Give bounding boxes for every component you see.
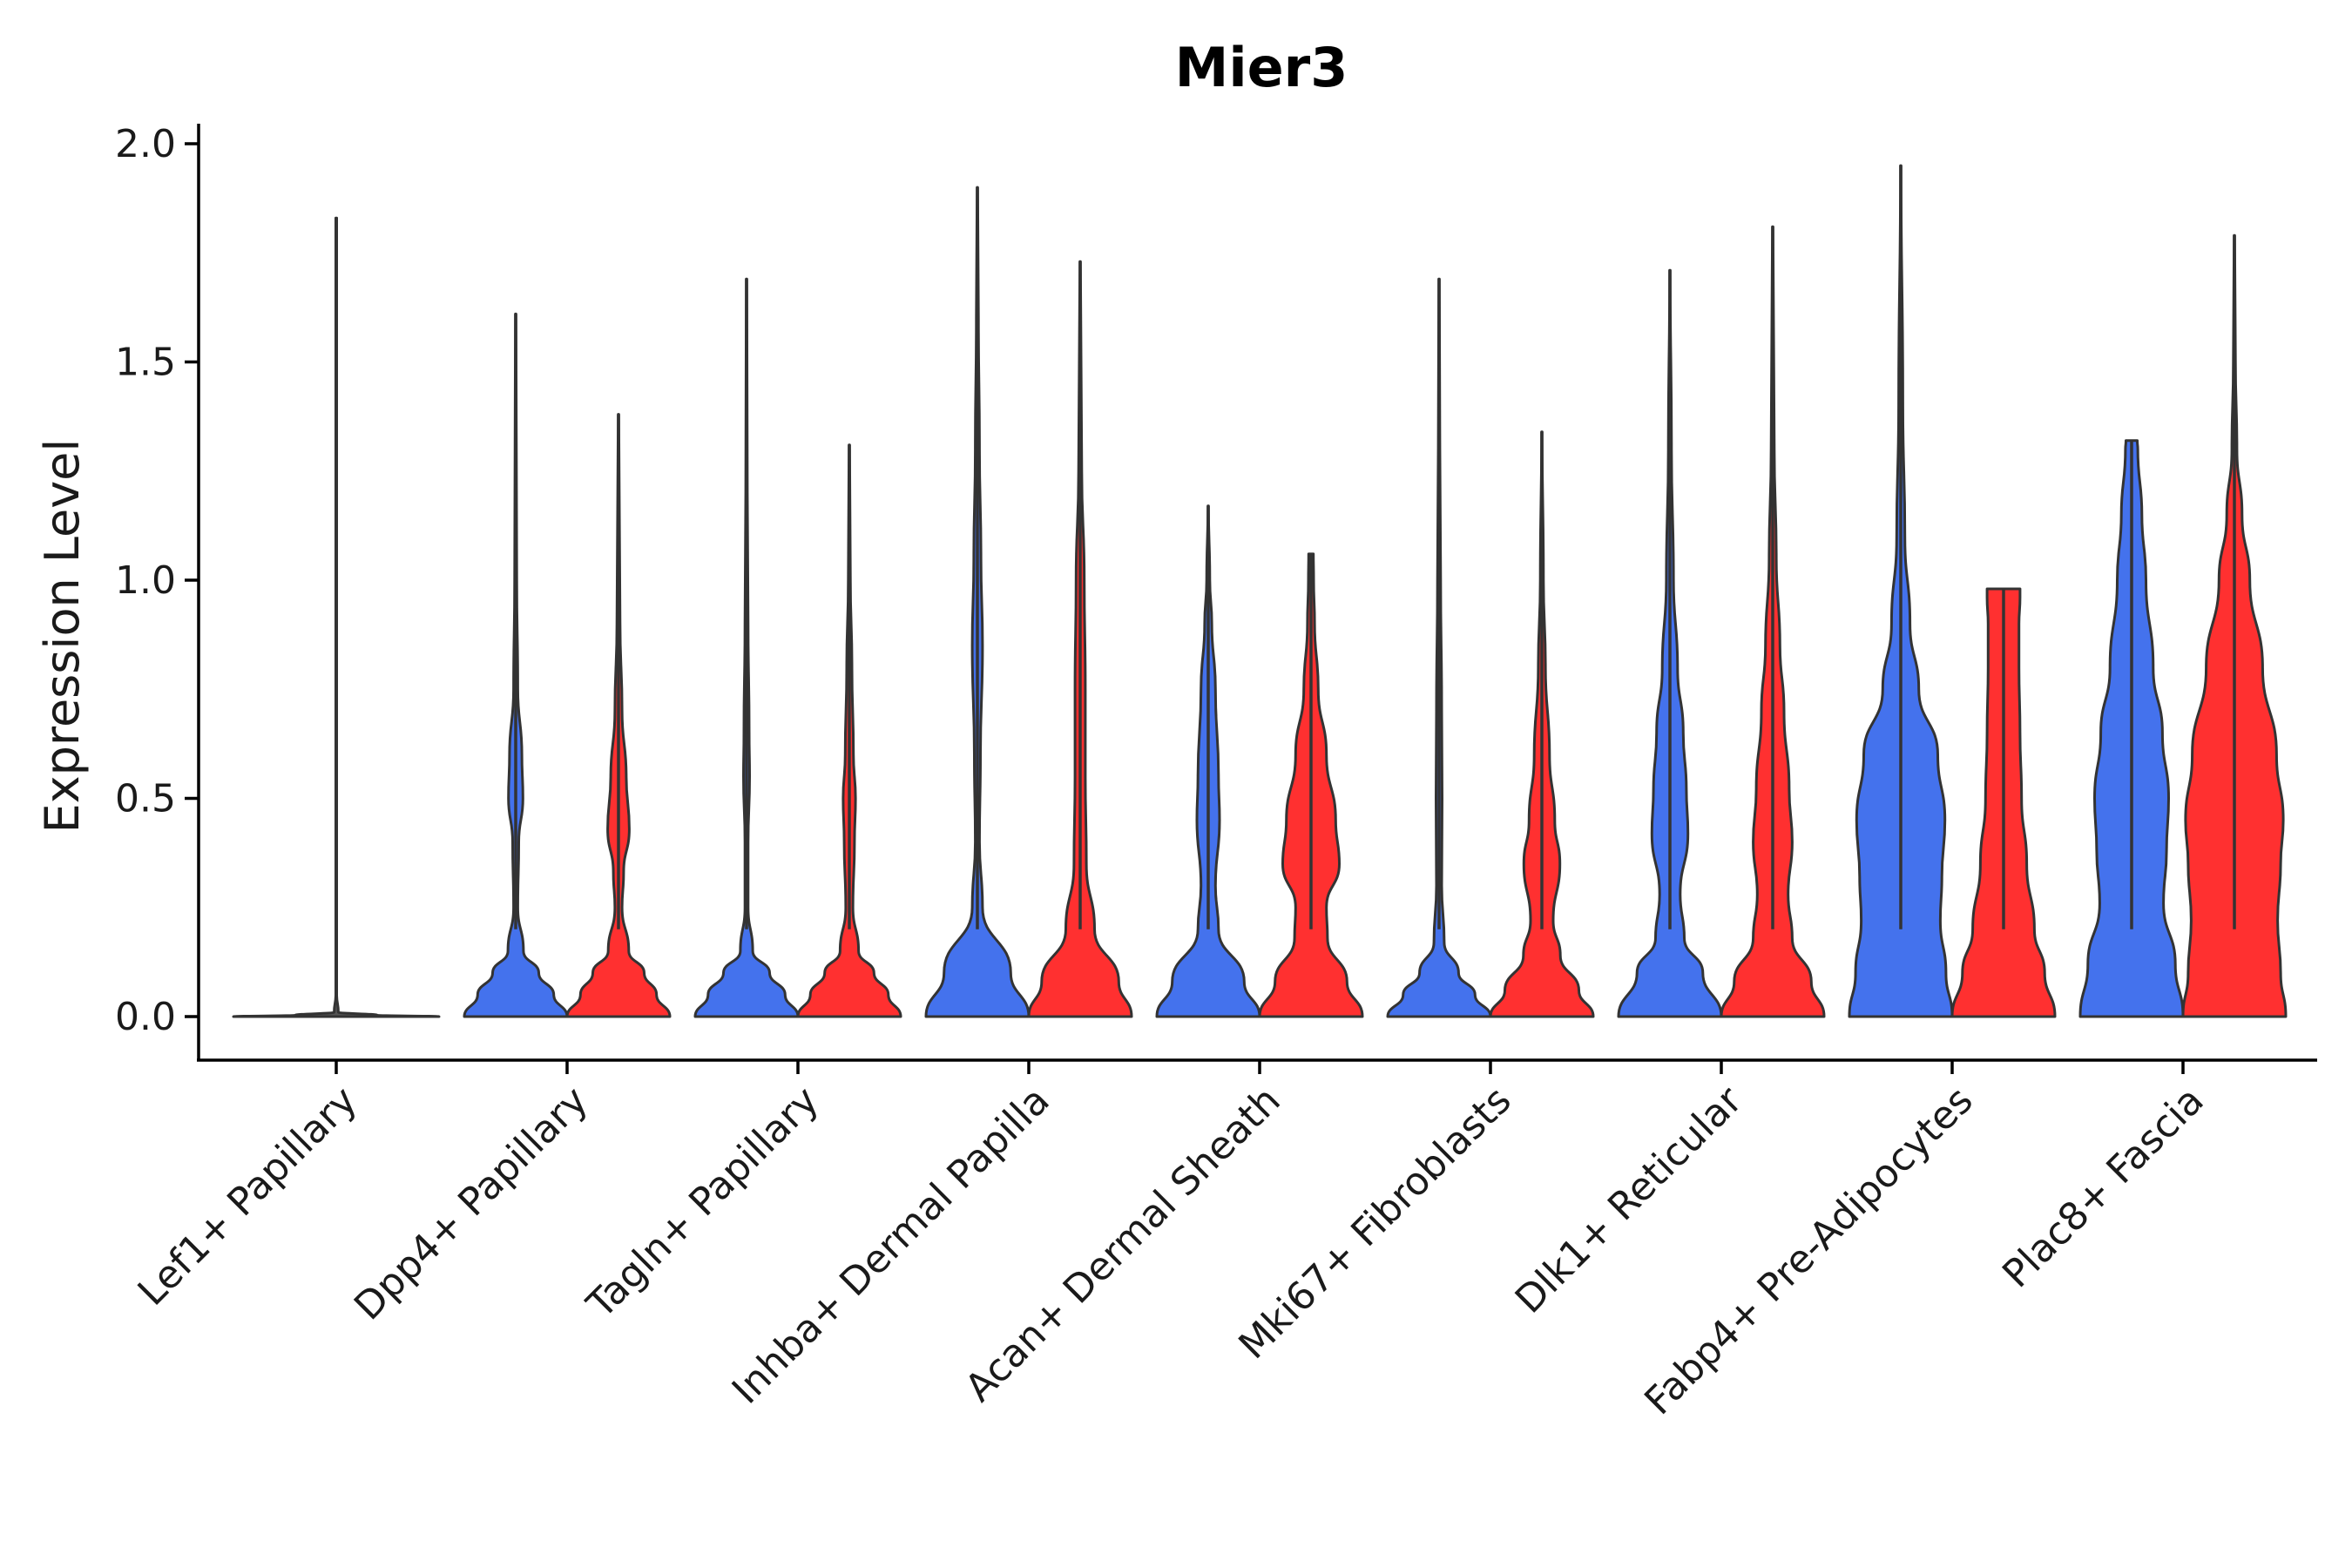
x-tick-label: Lef1+ Papillary bbox=[130, 1078, 366, 1315]
y-tick-label: 2.0 bbox=[115, 122, 176, 166]
y-axis-ticks: 0.0 0.5 1.0 1.5 2.0 bbox=[115, 122, 199, 1039]
chart-title: Mier3 bbox=[1175, 36, 1348, 99]
x-tick-label: Dpp4+ Papillary bbox=[346, 1078, 597, 1329]
y-tick-label: 1.5 bbox=[115, 341, 176, 385]
y-tick-label: 0.5 bbox=[115, 777, 176, 821]
y-tick-label: 0.0 bbox=[115, 995, 176, 1039]
y-axis-label: Expression Level bbox=[35, 439, 90, 834]
violin-group bbox=[232, 164, 2288, 1018]
x-tick-label: Tagln+ Papillary bbox=[578, 1078, 828, 1328]
y-tick-label: 1.0 bbox=[115, 558, 176, 603]
x-tick-label: Plac8+ Fascia bbox=[1994, 1078, 2213, 1297]
x-tick-label: Dlk1+ Reticular bbox=[1507, 1078, 1752, 1322]
